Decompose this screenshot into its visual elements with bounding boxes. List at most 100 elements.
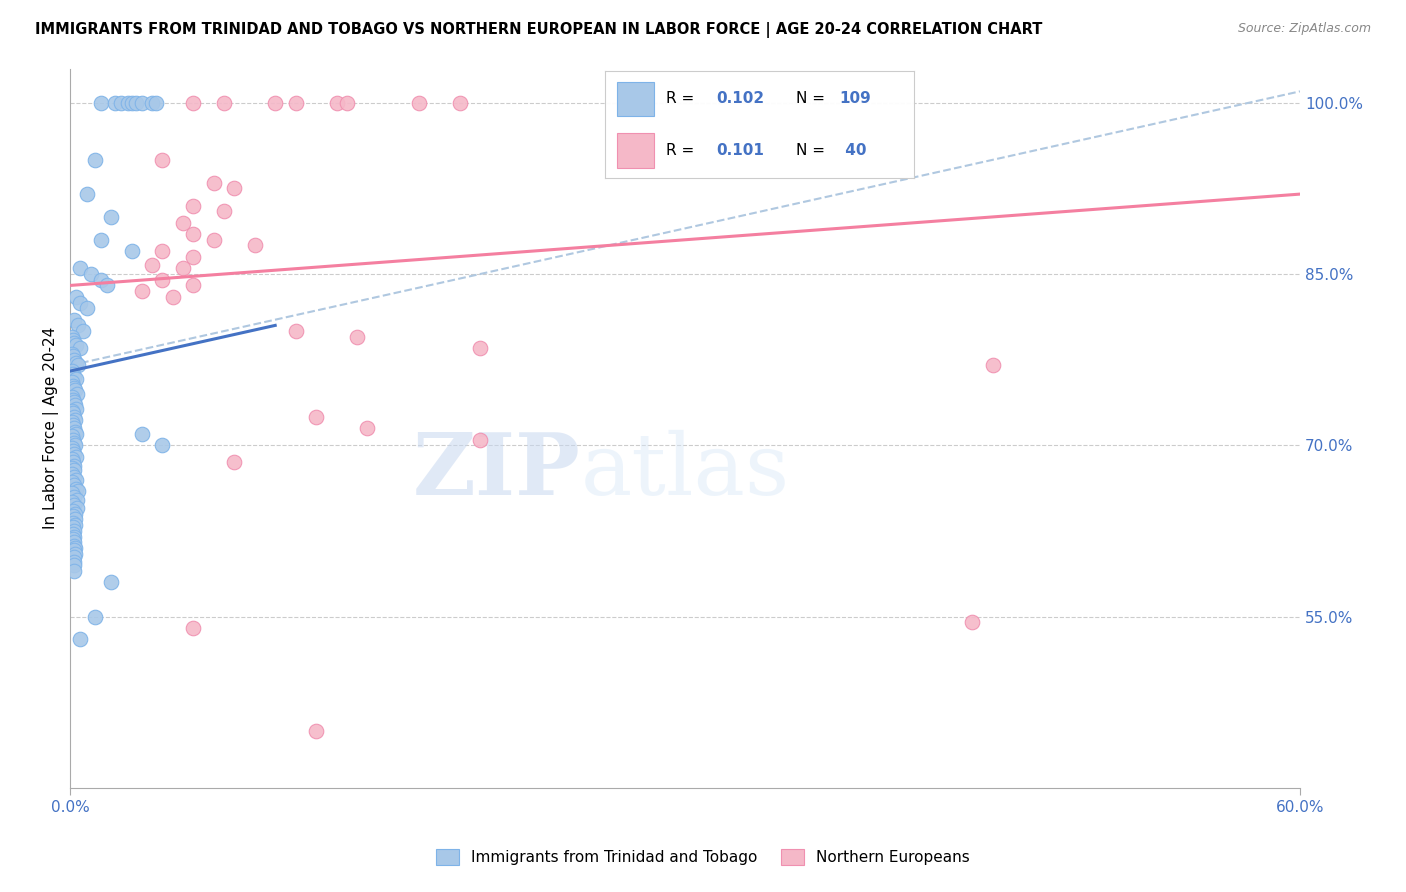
Point (65, 290, 87, 304)
Point (69, 295, 91, 310)
Point (63, 470, 86, 484)
Text: atlas: atlas (581, 430, 790, 513)
Point (104, 95, 127, 110)
Point (212, 95, 235, 110)
Point (224, 181, 246, 195)
Point (121, 95, 143, 110)
Point (449, 95, 471, 110)
Point (336, 95, 359, 110)
Text: 0.102: 0.102 (716, 91, 763, 106)
Point (60, 486, 83, 500)
Point (63, 564, 86, 578)
Point (67, 359, 90, 373)
Point (60, 404, 83, 418)
Point (60, 376, 83, 390)
Point (62, 444, 84, 458)
Point (65, 512, 87, 526)
Point (66, 501, 89, 516)
Point (63, 335, 86, 350)
Point (212, 204, 235, 219)
Point (181, 278, 204, 293)
Point (131, 426, 153, 441)
Text: Source: ZipAtlas.com: Source: ZipAtlas.com (1237, 22, 1371, 36)
Point (66, 493, 89, 508)
Point (65, 547, 87, 561)
Point (224, 455, 246, 469)
Point (63, 458, 86, 473)
Point (202, 233, 225, 247)
Point (100, 575, 122, 590)
Point (346, 330, 368, 344)
Point (305, 723, 328, 738)
FancyBboxPatch shape (617, 134, 654, 168)
Point (181, 95, 204, 110)
Point (63, 530, 86, 544)
Point (63, 463, 86, 477)
Point (131, 95, 153, 110)
Text: R =: R = (666, 91, 700, 106)
Point (152, 273, 174, 287)
Point (172, 261, 194, 276)
Point (63, 478, 86, 492)
Point (63, 550, 86, 565)
Point (67, 318, 90, 333)
Point (243, 238, 266, 252)
Point (62, 532, 84, 546)
Point (125, 95, 148, 110)
Point (96, 278, 118, 293)
Point (63, 498, 86, 512)
Point (181, 198, 204, 212)
Point (181, 621, 204, 635)
Point (65, 450, 87, 464)
Point (63, 395, 86, 409)
Point (60, 475, 83, 489)
Point (60, 416, 83, 430)
Point (62, 455, 84, 469)
Point (172, 216, 194, 230)
Point (63, 421, 86, 435)
Point (60, 429, 83, 443)
Legend: Immigrants from Trinidad and Tobago, Northern Europeans: Immigrants from Trinidad and Tobago, Nor… (430, 843, 976, 871)
Point (62, 433, 84, 447)
Point (69, 261, 91, 276)
Point (62, 406, 84, 420)
Point (121, 244, 143, 259)
Point (69, 632, 91, 647)
Point (76, 301, 98, 316)
Text: ZIP: ZIP (413, 429, 581, 513)
Point (63, 352, 86, 367)
Point (63, 409, 86, 424)
Point (62, 516, 84, 530)
Point (63, 524, 86, 538)
Point (63, 535, 86, 549)
Point (66, 387, 89, 401)
Text: 40: 40 (839, 143, 866, 158)
Point (152, 153, 174, 167)
Point (181, 227, 204, 241)
Text: N =: N = (796, 143, 830, 158)
Point (72, 324, 94, 338)
Point (470, 433, 492, 447)
Point (65, 401, 87, 416)
Point (65, 384, 87, 398)
Point (62, 417, 84, 432)
Point (63, 447, 86, 461)
Point (62, 333, 84, 347)
Point (284, 324, 307, 338)
Point (60, 347, 83, 361)
Point (60, 452, 83, 467)
Point (63, 539, 86, 553)
Point (62, 509, 84, 524)
Text: R =: R = (666, 143, 700, 158)
Point (131, 284, 153, 298)
Text: 109: 109 (839, 91, 872, 106)
Point (60, 467, 83, 481)
Point (152, 244, 174, 259)
Y-axis label: In Labor Force | Age 20-24: In Labor Force | Age 20-24 (44, 327, 59, 529)
Point (152, 438, 174, 452)
Point (110, 95, 132, 110)
Point (284, 95, 307, 110)
Point (65, 425, 87, 439)
Point (100, 210, 122, 224)
Point (60, 495, 83, 509)
